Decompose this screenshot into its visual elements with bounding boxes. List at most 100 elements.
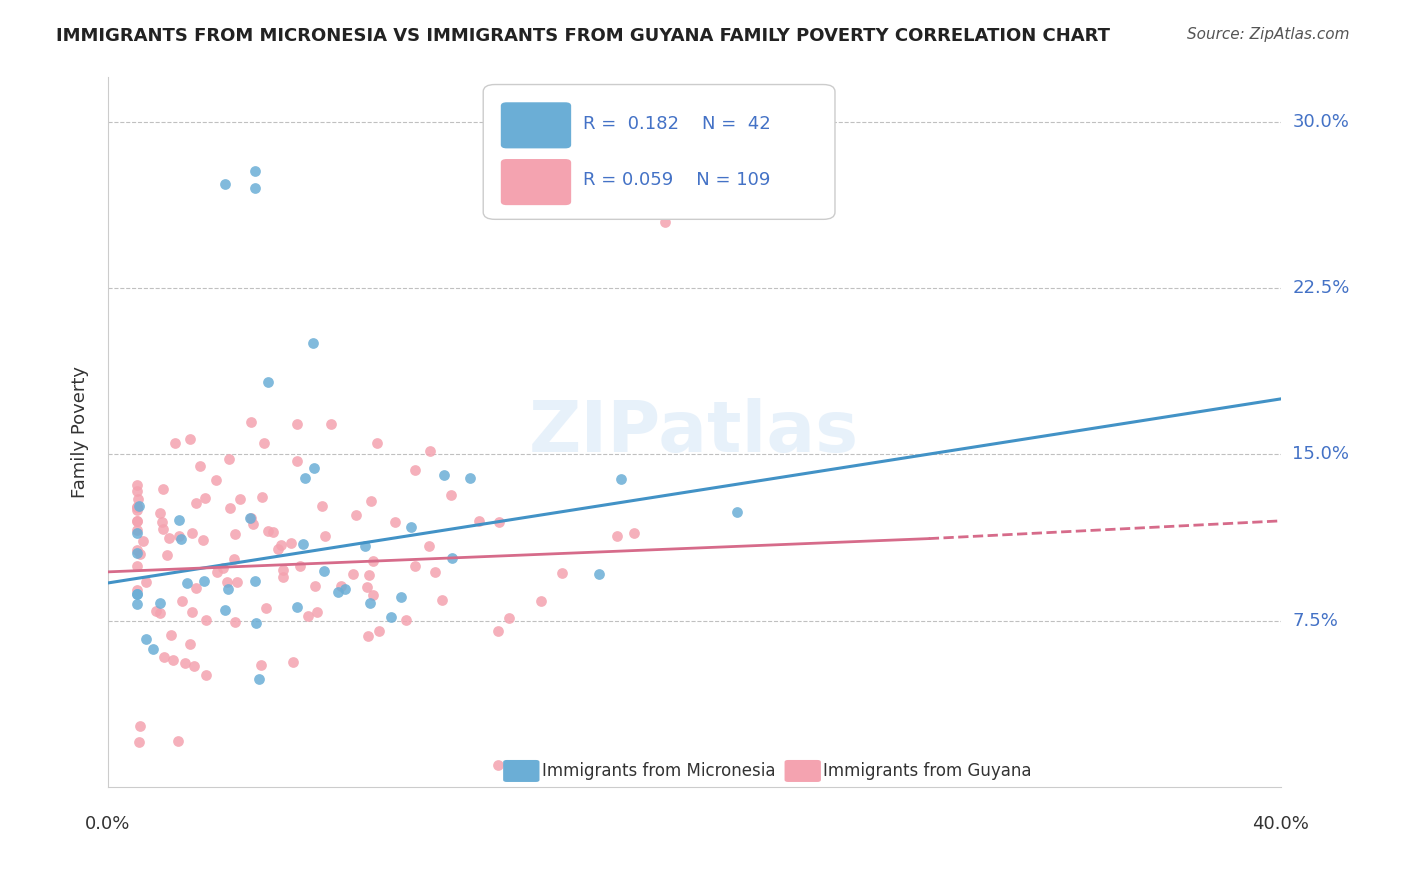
Point [326,584,349,599]
Point [225,574,247,589]
Point [280,536,302,550]
Point [127,545,149,559]
Point [179,432,201,446]
Text: Immigrants from Guyana: Immigrants from Guyana [824,762,1032,780]
Point [440,550,463,565]
Point [170,532,193,546]
Text: IMMIGRANTS FROM MICRONESIA VS IMMIGRANTS FROM GUYANA FAMILY POVERTY CORRELATION : IMMIGRANTS FROM MICRONESIA VS IMMIGRANTS… [56,27,1111,45]
Point [418,540,440,554]
Point [157,531,180,545]
Point [205,565,228,579]
Text: ZIPatlas: ZIPatlas [529,398,859,467]
Point [297,609,319,624]
Point [285,454,308,468]
Point [153,649,176,664]
Point [288,559,311,574]
Point [217,582,239,596]
Point [344,508,367,523]
Point [486,757,509,772]
Point [186,496,208,510]
Point [165,435,187,450]
Point [127,483,149,498]
Point [404,463,426,477]
Point [361,554,384,568]
Point [167,733,190,747]
Text: 22.5%: 22.5% [1292,279,1350,297]
Point [253,436,276,450]
Point [229,491,252,506]
Point [419,444,441,458]
Point [380,609,402,624]
Point [270,538,292,552]
Point [152,522,174,536]
Point [127,491,149,506]
Point [128,548,150,562]
Point [606,529,628,543]
Point [205,473,228,487]
Point [243,163,266,178]
Point [242,517,264,532]
Point [319,417,342,431]
Point [127,502,149,516]
Point [458,471,481,485]
Point [243,181,266,195]
Point [440,488,463,502]
Point [281,655,304,669]
Point [224,615,246,630]
Point [240,415,263,429]
Point [222,551,245,566]
Point [191,533,214,548]
Point [267,541,290,556]
Point [330,579,353,593]
Point [273,563,295,577]
Point [186,581,208,595]
Point [361,588,384,602]
Point [150,515,173,529]
Point [240,510,263,524]
Point [285,600,308,615]
Point [127,526,149,541]
Point [314,529,336,543]
Point [183,659,205,673]
Point [302,336,325,351]
Point [193,574,215,589]
Point [368,624,391,638]
Point [131,533,153,548]
Point [425,566,447,580]
Point [530,594,553,608]
Point [311,499,333,513]
Point [194,613,217,627]
Point [273,569,295,583]
Text: Immigrants from Micronesia: Immigrants from Micronesia [541,762,775,780]
Point [488,515,510,529]
Point [609,472,631,486]
Point [360,596,382,610]
Point [127,587,149,601]
Point [224,527,246,541]
Point [360,494,382,508]
Text: R = 0.059    N = 109: R = 0.059 N = 109 [583,171,770,189]
Text: 0.0%: 0.0% [86,815,131,833]
Point [167,512,190,526]
Point [468,514,491,528]
Point [623,526,645,541]
Point [127,514,149,528]
Point [159,628,181,642]
FancyBboxPatch shape [501,103,571,148]
Point [342,566,364,581]
Point [654,214,676,228]
Text: R =  0.182    N =  42: R = 0.182 N = 42 [583,114,770,133]
FancyBboxPatch shape [484,85,835,219]
Point [167,529,190,543]
Point [302,460,325,475]
Point [214,603,236,617]
Point [250,657,273,672]
Point [430,592,453,607]
FancyBboxPatch shape [785,760,821,782]
Point [179,637,201,651]
Point [498,611,520,625]
Point [176,576,198,591]
Point [217,575,239,590]
Point [257,524,280,538]
Point [354,539,377,553]
